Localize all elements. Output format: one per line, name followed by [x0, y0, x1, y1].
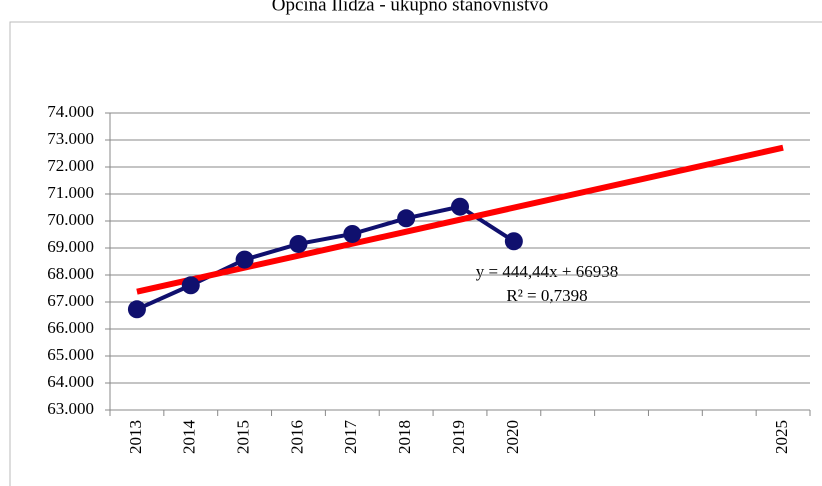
marker [504, 232, 523, 251]
x-tick-label: 2018 [395, 420, 414, 454]
y-tick-label: 65.000 [47, 345, 94, 364]
chart-border [9, 21, 822, 486]
y-tick-label: 73.000 [47, 129, 94, 148]
y-tick-label: 63.000 [47, 399, 94, 418]
marker [451, 197, 469, 216]
y-tick-label: 70.000 [47, 210, 94, 229]
y-tick-label: 69.000 [47, 237, 94, 256]
x-tick-label: 2019 [449, 420, 468, 454]
x-tick-label: 2015 [234, 420, 253, 454]
chart-title: Općina Ilidža - ukupno stanovništvo [272, 0, 549, 15]
x-tick-label: 2014 [180, 420, 199, 455]
y-tick-label: 67.000 [47, 291, 94, 310]
marker [181, 276, 200, 295]
series-line [136, 204, 515, 312]
y-tick-label: 64.000 [47, 372, 94, 391]
trend-equation: y = 444,44x + 66938 [476, 262, 618, 281]
marker [397, 209, 416, 228]
x-tick-label: 2013 [126, 420, 145, 454]
marker [127, 300, 146, 319]
y-tick-label: 72.000 [47, 156, 94, 175]
x-tick-label: 2025 [772, 420, 791, 454]
x-tick-label: 2020 [503, 420, 522, 454]
marker [235, 250, 254, 269]
y-tick-label: 74.000 [47, 102, 94, 121]
trend-r-squared: R² = 0,7398 [506, 286, 587, 305]
trendline [136, 144, 784, 295]
marker [289, 234, 308, 253]
y-tick-label: 66.000 [47, 318, 94, 337]
y-tick-label: 68.000 [47, 264, 94, 283]
x-tick-label: 2016 [287, 420, 306, 454]
y-tick-label: 71.000 [47, 183, 94, 202]
x-tick-label: 2017 [341, 420, 360, 455]
marker [343, 224, 362, 243]
